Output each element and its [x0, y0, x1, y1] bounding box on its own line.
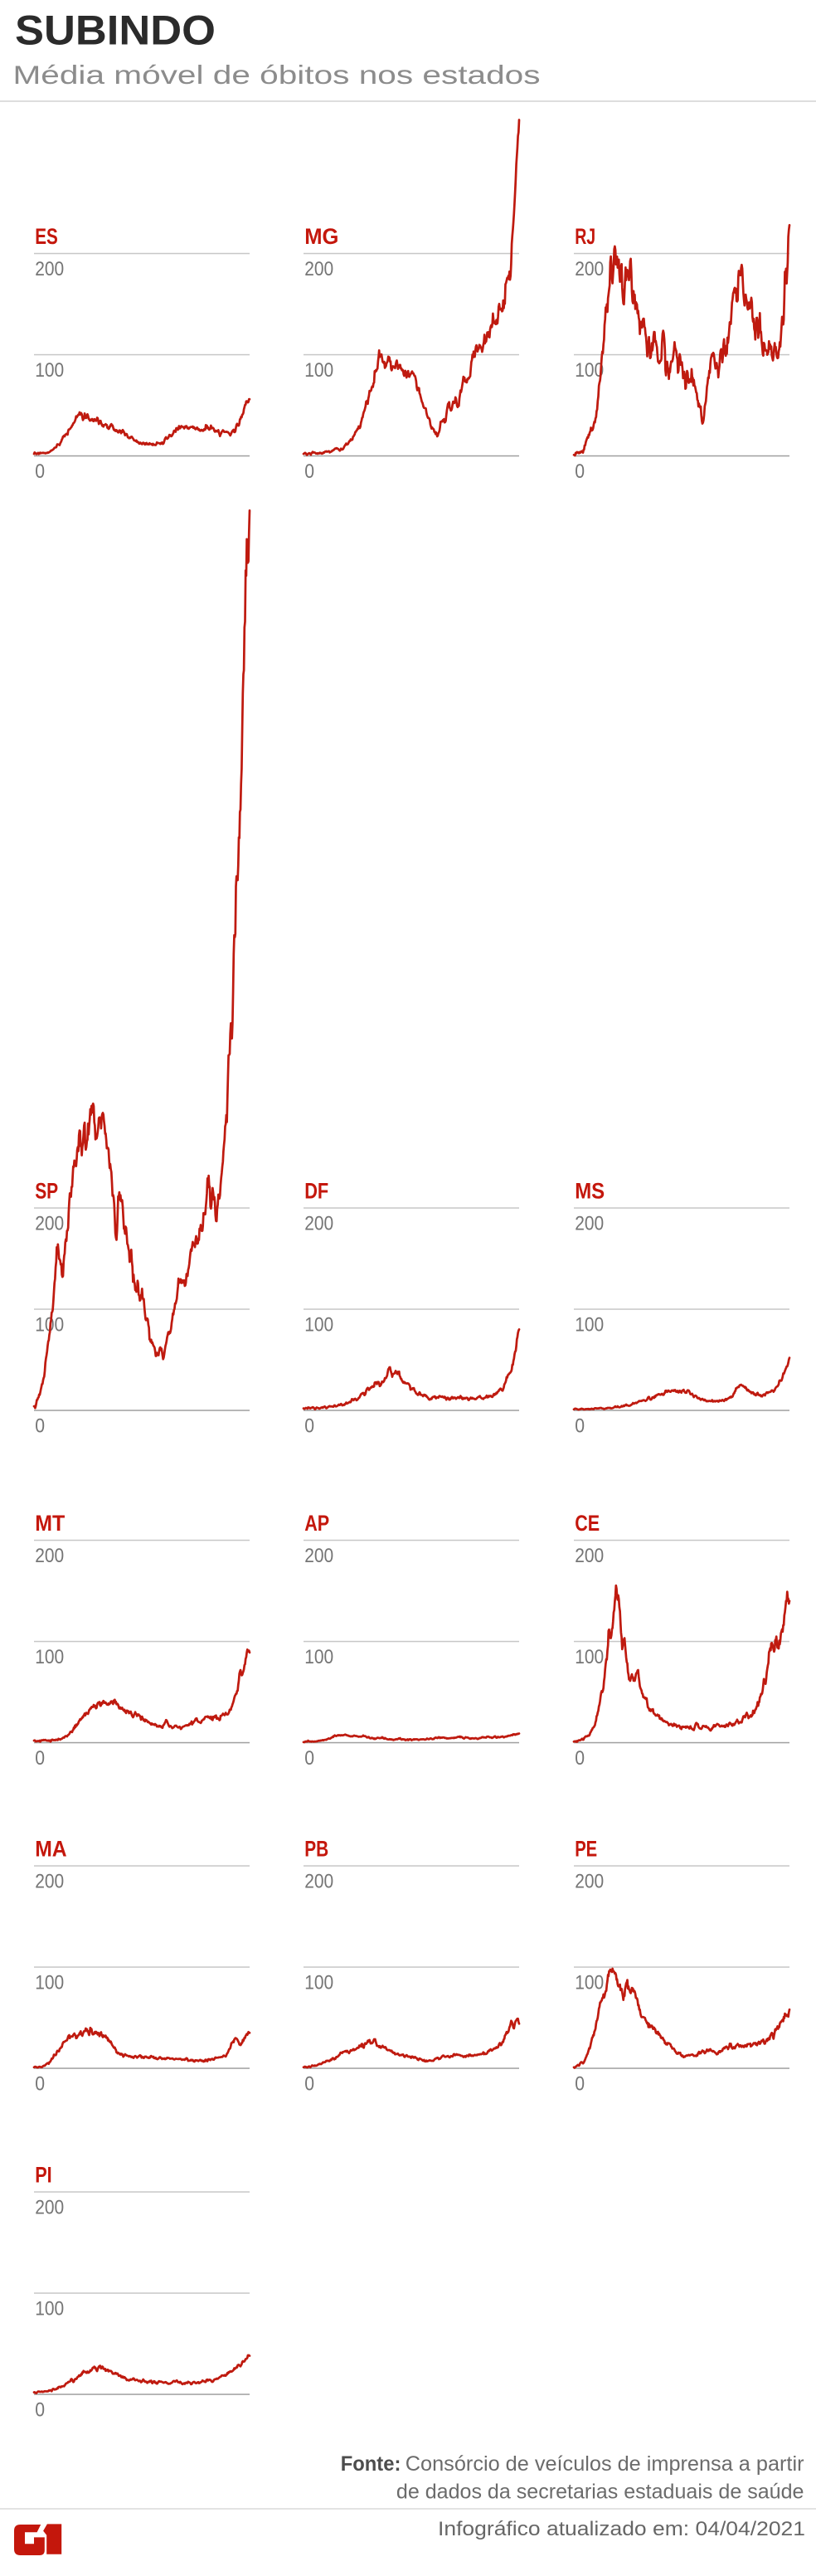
svg-text:200: 200	[35, 1870, 64, 1892]
svg-text:PB: PB	[304, 1837, 328, 1862]
svg-text:100: 100	[35, 359, 64, 382]
svg-text:200: 200	[304, 1545, 333, 1567]
svg-text:200: 200	[575, 1870, 604, 1892]
svg-text:100: 100	[35, 1971, 64, 1994]
svg-text:100: 100	[35, 2297, 64, 2320]
svg-text:PE: PE	[575, 1837, 597, 1862]
svg-text:AP: AP	[304, 1511, 329, 1536]
svg-text:0: 0	[575, 1415, 585, 1437]
svg-text:200: 200	[304, 1870, 333, 1892]
svg-text:Média móvel de óbitos nos esta: Média móvel de óbitos nos estados	[13, 60, 541, 90]
svg-text:200: 200	[35, 2196, 64, 2218]
svg-text:0: 0	[304, 1747, 314, 1770]
svg-text:100: 100	[575, 359, 604, 382]
svg-text:200: 200	[575, 1212, 604, 1234]
svg-text:0: 0	[575, 460, 585, 483]
svg-text:0: 0	[35, 1747, 45, 1770]
svg-text:Infográfico atualizado em: 04/: Infográfico atualizado em: 04/04/2021	[438, 2518, 805, 2540]
svg-text:200: 200	[35, 1545, 64, 1567]
svg-text:SUBINDO: SUBINDO	[15, 7, 216, 54]
svg-text:200: 200	[304, 258, 333, 280]
svg-text:200: 200	[35, 258, 64, 280]
svg-text:Consórcio de veículos de impre: Consórcio de veículos de imprensa a part…	[406, 2452, 804, 2476]
svg-text:100: 100	[304, 1971, 333, 1994]
svg-text:0: 0	[304, 460, 314, 483]
svg-text:DF: DF	[304, 1179, 328, 1204]
svg-text:100: 100	[35, 1646, 64, 1668]
svg-text:PI: PI	[35, 2163, 52, 2188]
svg-text:ES: ES	[35, 224, 58, 249]
svg-text:0: 0	[35, 1415, 45, 1437]
svg-text:Fonte:: Fonte:	[341, 2452, 401, 2476]
svg-text:RJ: RJ	[575, 224, 595, 249]
svg-text:0: 0	[304, 2072, 314, 2095]
svg-text:MT: MT	[35, 1511, 65, 1536]
svg-text:100: 100	[304, 359, 333, 382]
svg-text:100: 100	[304, 1313, 333, 1336]
svg-text:0: 0	[575, 2072, 585, 2095]
svg-text:100: 100	[575, 1971, 604, 1994]
svg-text:100: 100	[304, 1646, 333, 1668]
svg-text:200: 200	[575, 258, 604, 280]
svg-text:200: 200	[304, 1212, 333, 1234]
svg-text:100: 100	[575, 1313, 604, 1336]
svg-text:0: 0	[35, 2398, 45, 2421]
svg-text:0: 0	[35, 460, 45, 483]
svg-text:MA: MA	[35, 1837, 66, 1862]
svg-text:0: 0	[35, 2072, 45, 2095]
svg-text:200: 200	[35, 1212, 64, 1234]
svg-text:0: 0	[575, 1747, 585, 1770]
svg-text:SP: SP	[35, 1179, 58, 1204]
svg-text:MG: MG	[304, 224, 338, 249]
svg-text:0: 0	[304, 1415, 314, 1437]
svg-text:MS: MS	[575, 1179, 605, 1204]
svg-text:100: 100	[575, 1646, 604, 1668]
svg-text:CE: CE	[575, 1511, 600, 1536]
svg-text:200: 200	[575, 1545, 604, 1567]
svg-text:de dados da secretarias estadu: de dados da secretarias estaduais de saú…	[396, 2481, 804, 2504]
